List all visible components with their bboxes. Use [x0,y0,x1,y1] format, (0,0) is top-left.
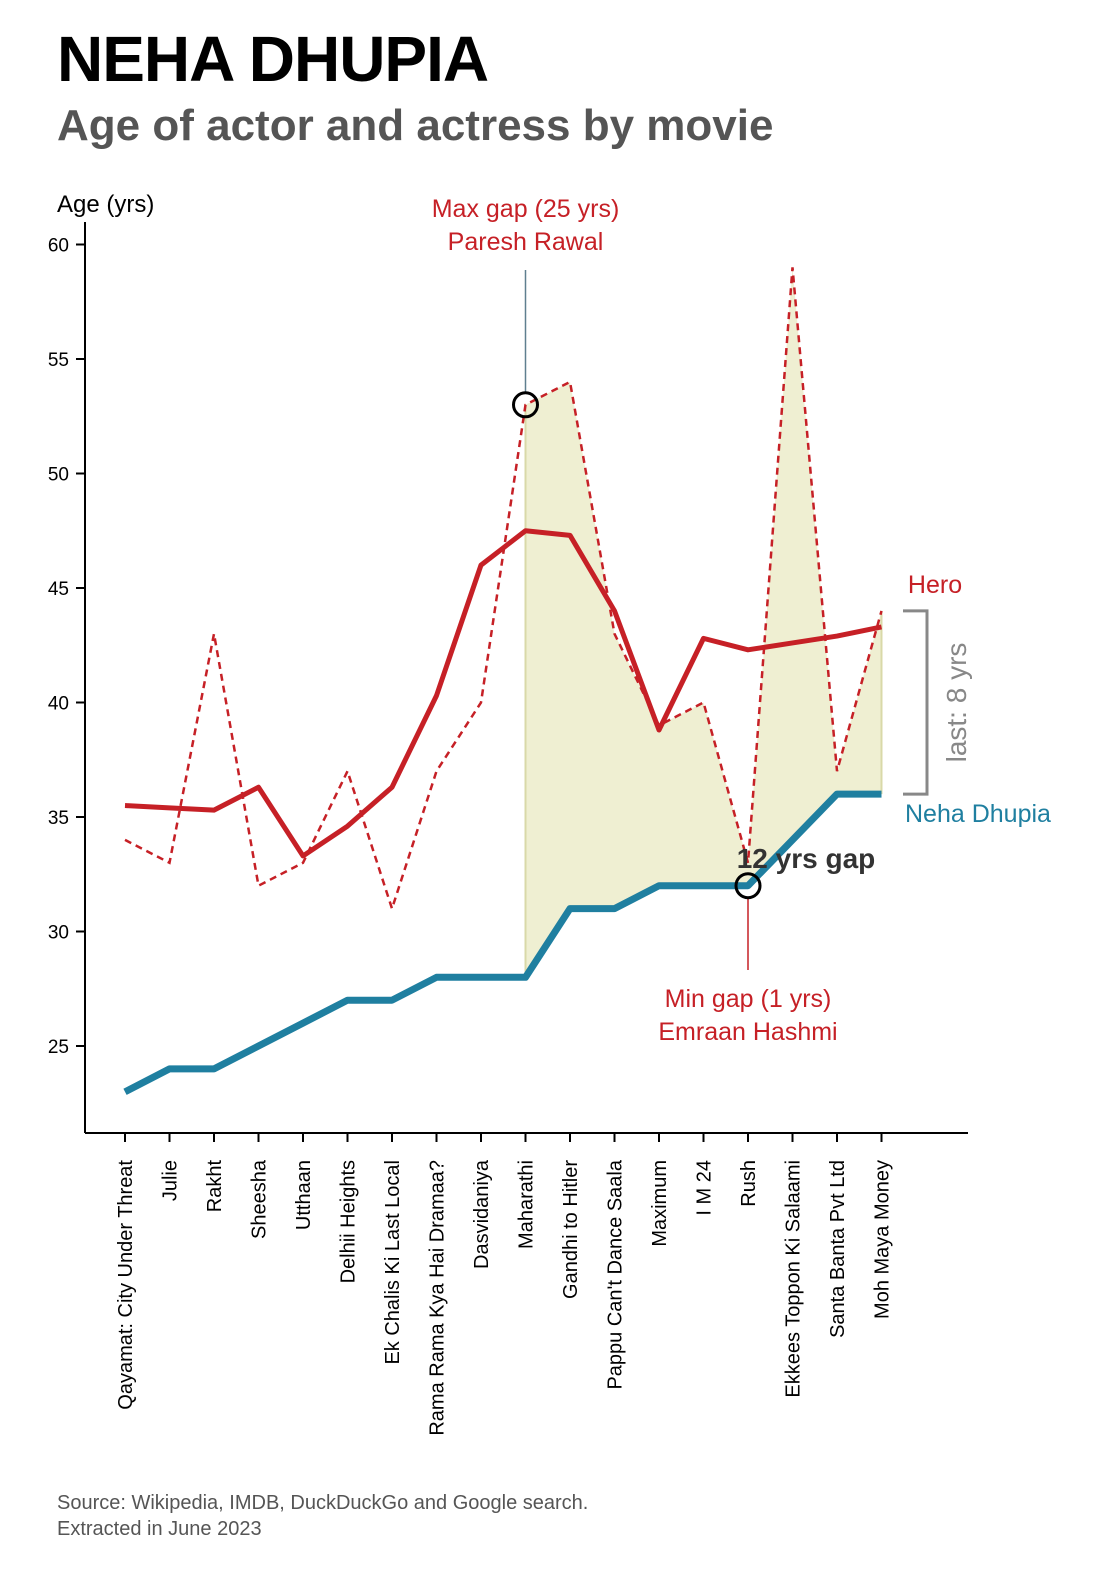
x-tick-label: Rush [738,1160,760,1207]
source-line-2: Extracted in June 2023 [57,1518,262,1540]
chart-title: NEHA DHUPIA [57,23,489,95]
x-tick-label: I M 24 [694,1160,716,1216]
series-hero-age-dashed [124,267,883,913]
axes: Age (yrs) 25 30 35 40 45 50 55 60 Qayamat: City U… [48,191,968,1436]
x-tick-label: Julie [160,1160,182,1201]
y-tick-label: 35 [48,808,69,829]
x-tick-label: Rama Rama Kya Hai Dramaa? [427,1160,449,1436]
x-tick-label: Santa Banta Pvt Ltd [827,1160,849,1338]
gap-shading [525,267,882,978]
series-hero-age-solid [124,528,883,859]
last-gap-label: last: 8 yrs [941,643,972,763]
y-tick-label: 40 [48,694,69,715]
x-tick-label: Gandhi to Hitler [560,1160,582,1299]
x-tick-label: Maharathi [516,1160,538,1249]
chart-subtitle: Age of actor and actress by movie [57,101,774,150]
min-gap-label: Min gap (1 yrs) [665,985,832,1013]
source-line-1: Source: Wikipedia, IMDB, DuckDuckGo and … [57,1492,589,1514]
gap-fill-area [524,267,883,978]
x-tick-label: Dasvidaniya [471,1159,493,1269]
x-tick-label: Delhii Heights [338,1160,360,1283]
y-axis-label: Age (yrs) [57,191,154,218]
gap-label: 12 yrs gap [737,843,876,874]
y-tick-label: 60 [48,236,69,257]
x-tick-label: Sheesha [249,1159,271,1239]
x-tick-label: Ekkees Toppon Ki Salaami [783,1160,805,1398]
y-tick-label: 50 [48,465,69,486]
label-hero: Hero [908,571,962,599]
y-tick-label: 25 [48,1037,69,1058]
label-actress: Neha Dhupia [905,800,1051,828]
x-tick-label: Pappu Can't Dance Saala [605,1159,627,1389]
min-gap-marker [734,872,762,900]
x-tick-label: Maximum [649,1160,671,1247]
y-tick-label: 55 [48,350,69,371]
x-tick-label: Rakht [204,1160,226,1213]
x-tick-label: Qayamat: City Under Threat [115,1160,137,1410]
y-tick-label: 45 [48,579,69,600]
x-tick-label: Moh Maya Money [872,1160,894,1319]
max-gap-marker [512,391,539,419]
max-gap-label: Max gap (25 yrs) [432,195,620,223]
source-note: Source: Wikipedia, IMDB, DuckDuckGo and … [57,1490,588,1542]
last-gap-bracket [903,609,929,796]
x-tick-label: Ek Chalis Ki Last Local [382,1160,404,1365]
min-gap-actor: Emraan Hashmi [658,1018,837,1046]
y-tick-label: 30 [48,923,69,944]
max-gap-actor: Paresh Rawal [448,228,604,256]
x-tick-label: Utthaan [293,1160,315,1230]
annotations: Hero Neha Dhupia Max gap (25 yrs) Paresh Ra… [432,195,1051,1046]
